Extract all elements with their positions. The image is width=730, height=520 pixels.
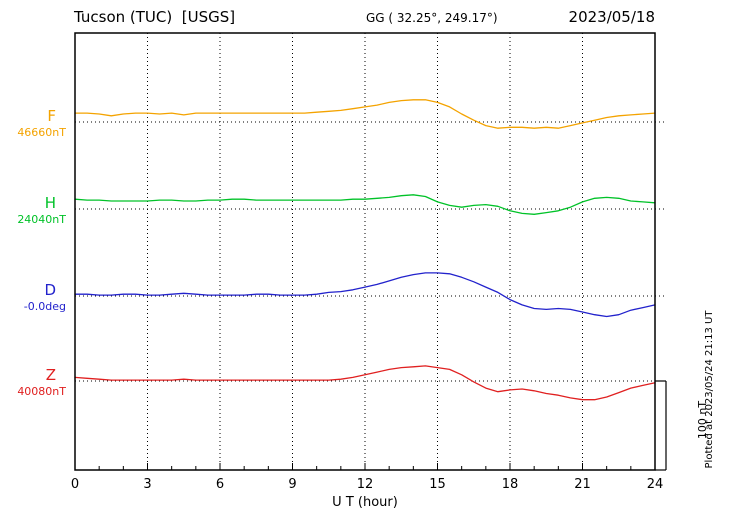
series-label-Z: Z	[45, 366, 56, 384]
x-tick-label: 3	[143, 477, 152, 492]
station-title: Tucson (TUC) [USGS]	[74, 8, 236, 26]
x-tick-label: 12	[356, 477, 374, 492]
x-tick-label: 9	[288, 477, 297, 492]
series-label-D: D	[44, 281, 56, 299]
x-tick-label: 21	[574, 477, 591, 492]
series-baseline-D: -0.0deg	[23, 300, 66, 313]
series-baseline-Z: 40080nT	[17, 385, 66, 398]
geographic-coords-label: GG ( 32.25°, 249.17°)	[366, 11, 498, 25]
x-axis-title: U T (hour)	[332, 495, 398, 510]
x-tick-label: 6	[215, 477, 225, 492]
plot-date: 2023/05/18	[568, 8, 655, 26]
x-tick-label: 24	[646, 477, 664, 492]
x-tick-label: 0	[70, 477, 80, 492]
x-tick-label: 15	[429, 477, 446, 492]
x-tick-label: 18	[501, 477, 519, 492]
series-baseline-F: 46660nT	[17, 126, 66, 139]
scale-bar-label: 100 nT 0.5 deg	[670, 374, 730, 466]
series-baseline-H: 24040nT	[17, 213, 66, 226]
series-label-H: H	[44, 194, 56, 212]
series-label-F: F	[47, 107, 56, 125]
plotted-at-label: Plotted at 2023/05/24 21:13 UT	[704, 310, 715, 469]
